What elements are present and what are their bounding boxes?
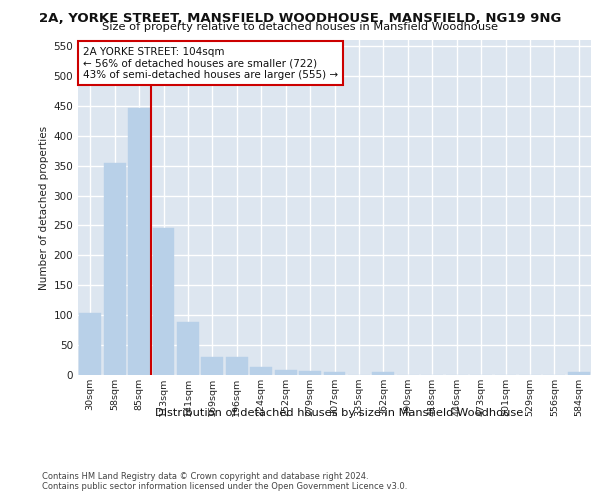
Bar (177, 322, 199, 375)
Text: 2A YORKE STREET: 104sqm
← 56% of detached houses are smaller (722)
43% of semi-d: 2A YORKE STREET: 104sqm ← 56% of detache… (83, 46, 338, 80)
Bar (128, 108, 150, 375)
Text: 2A, YORKE STREET, MANSFIELD WOODHOUSE, MANSFIELD, NG19 9NG: 2A, YORKE STREET, MANSFIELD WOODHOUSE, M… (39, 12, 561, 26)
Text: Contains HM Land Registry data © Crown copyright and database right 2024.: Contains HM Land Registry data © Crown c… (42, 472, 368, 481)
Bar (323, 372, 346, 375)
Bar (226, 357, 248, 375)
Bar (568, 372, 590, 375)
Y-axis label: Number of detached properties: Number of detached properties (39, 126, 49, 290)
Text: Contains public sector information licensed under the Open Government Licence v3: Contains public sector information licen… (42, 482, 407, 491)
Text: Size of property relative to detached houses in Mansfield Woodhouse: Size of property relative to detached ho… (102, 22, 498, 32)
Bar (104, 163, 125, 375)
Bar (250, 366, 272, 375)
Bar (299, 371, 321, 375)
Bar (373, 372, 394, 375)
Bar (202, 357, 223, 375)
Bar (79, 314, 101, 375)
Bar (152, 228, 175, 375)
Text: Distribution of detached houses by size in Mansfield Woodhouse: Distribution of detached houses by size … (155, 408, 523, 418)
Bar (275, 370, 296, 375)
